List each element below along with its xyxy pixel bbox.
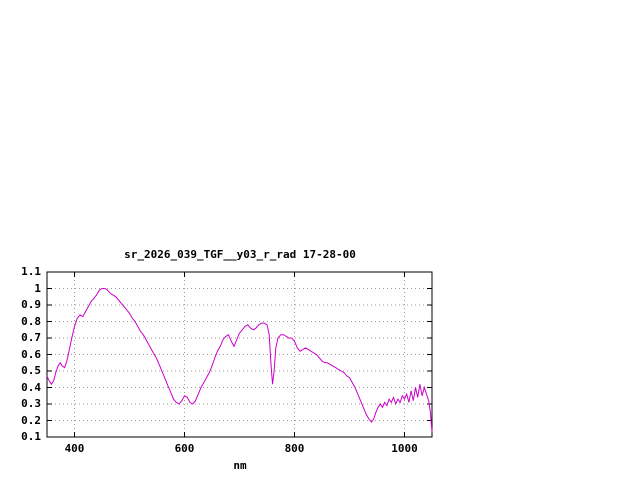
y-tick-label: 1.1 bbox=[21, 265, 41, 278]
y-tick-label: 0.5 bbox=[21, 364, 41, 377]
y-tick-label: 0.6 bbox=[21, 347, 41, 361]
x-tick-label: 400 bbox=[64, 442, 85, 455]
x-tick-label: 800 bbox=[284, 442, 305, 455]
x-tick-label: 1000 bbox=[391, 442, 418, 455]
series-line bbox=[46, 288, 433, 433]
x-axis-label: nm bbox=[233, 459, 247, 472]
y-tick-label: 0.8 bbox=[21, 314, 41, 328]
y-tick-label: 0.1 bbox=[21, 430, 41, 443]
y-tick-label: 0.7 bbox=[21, 331, 41, 344]
y-tick-label: 0.9 bbox=[21, 298, 41, 311]
y-tick-label: 0.3 bbox=[21, 397, 41, 410]
y-tick-label: 0.4 bbox=[21, 380, 41, 394]
x-tick-label: 600 bbox=[174, 442, 195, 455]
y-tick-label: 0.2 bbox=[21, 413, 41, 427]
y-tick-label: 1 bbox=[34, 281, 41, 295]
chart-title: sr_2026_039_TGF__y03_r_rad 17-28-00 bbox=[124, 248, 356, 261]
